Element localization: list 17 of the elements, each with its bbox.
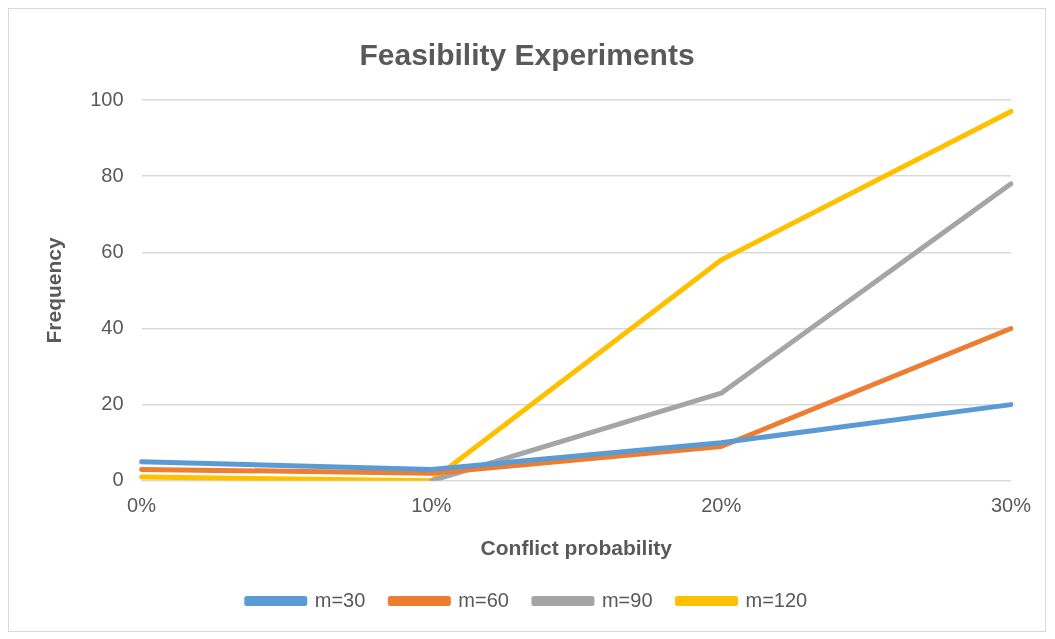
x-tick-label: 30% xyxy=(990,494,1032,517)
y-axis-title: Frequency xyxy=(42,236,66,344)
y-tick-label: 20 xyxy=(101,392,124,415)
legend-label: m=60 xyxy=(458,588,509,611)
y-tick-label: 80 xyxy=(101,163,124,186)
y-tick-label: 60 xyxy=(101,239,124,262)
y-tick-label: 40 xyxy=(101,316,124,338)
legend-label: m=30 xyxy=(314,588,366,611)
x-tick-label: 20% xyxy=(701,494,742,517)
y-tick-label: 100 xyxy=(90,87,124,110)
x-tick-label: 0% xyxy=(127,494,157,517)
x-axis-title: Conflict probability xyxy=(480,536,673,560)
y-tick-label: 0 xyxy=(112,468,124,491)
x-tick-label: 10% xyxy=(411,494,452,517)
legend-label: m=90 xyxy=(601,588,653,611)
legend-label: m=120 xyxy=(745,588,808,611)
chart-title: Feasibility Experiments xyxy=(359,38,695,72)
